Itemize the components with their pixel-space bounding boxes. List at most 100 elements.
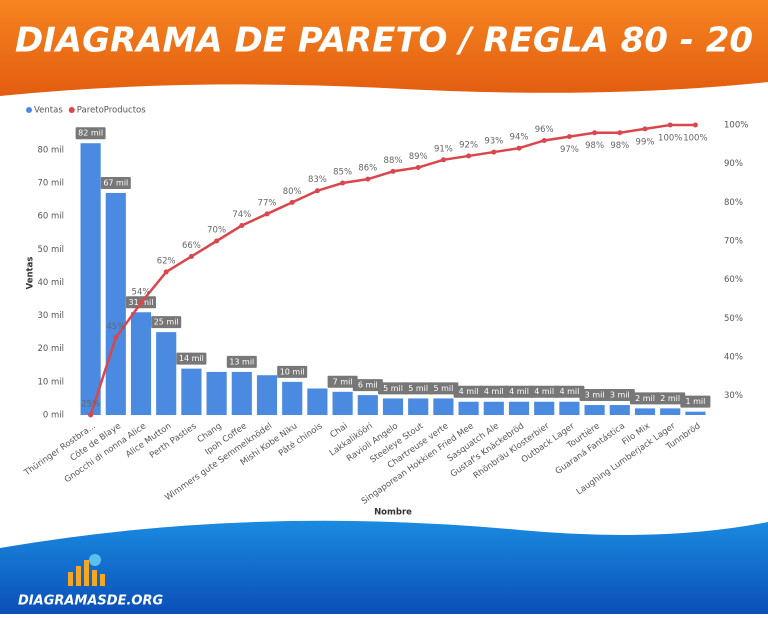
bar-data-label: 25 mil: [154, 318, 179, 327]
line-data-label: 100%: [683, 134, 707, 144]
y2-tick-label: 80%: [724, 198, 743, 208]
banner-title: DIAGRAMA DE PARETO / REGLA 80 - 20: [15, 21, 753, 61]
data-label-bg: [226, 355, 257, 368]
y2-tick-label: 70%: [724, 237, 743, 247]
bar-data-label: 1 mil: [685, 397, 705, 406]
y-tick-label: 50 mil: [37, 245, 64, 255]
legend-marker: [26, 107, 32, 113]
bar: [206, 371, 227, 415]
bar: [534, 401, 555, 415]
line-data-label: 93%: [484, 137, 503, 147]
bar: [231, 371, 252, 415]
data-label-bg: [327, 375, 358, 388]
pareto-point: [466, 153, 472, 159]
bar-data-label: 5 mil: [433, 384, 453, 393]
line-data-label: 45%: [106, 322, 125, 332]
bar: [332, 391, 353, 415]
bar: [181, 368, 202, 415]
data-label-bg: [277, 365, 308, 378]
bar: [584, 405, 605, 415]
pareto-point: [440, 157, 446, 163]
bar: [408, 398, 429, 415]
pareto-point: [692, 122, 698, 128]
line-data-label: 80%: [283, 187, 302, 197]
pareto-point: [491, 149, 497, 155]
bar-data-label: 10 mil: [280, 367, 305, 376]
logo: [68, 554, 105, 586]
bar: [483, 401, 504, 415]
pareto-point: [365, 176, 371, 182]
bar: [508, 401, 530, 415]
pareto-point: [617, 130, 623, 136]
data-label-bg: [504, 385, 534, 398]
data-label-bg: [529, 385, 560, 398]
line-data-label: 74%: [232, 210, 251, 220]
y-tick-label: 10 mil: [37, 377, 64, 387]
line-data-label: 85%: [333, 168, 352, 178]
legend-label: Ventas: [34, 106, 63, 116]
bar-data-label: 4 mil: [509, 387, 529, 396]
data-label-bg: [680, 395, 711, 408]
data-label-bg: [403, 382, 434, 395]
pareto-point: [566, 134, 572, 140]
pareto-point: [239, 223, 245, 229]
pareto-point: [415, 165, 421, 171]
bar-data-label: 7 mil: [333, 377, 353, 386]
data-label-bg: [453, 385, 484, 398]
line-data-label: 99%: [636, 137, 655, 147]
bar: [357, 395, 378, 415]
legend-label: ParetoProductos: [77, 106, 146, 116]
bar: [685, 411, 706, 415]
bar: [433, 398, 454, 415]
bar: [634, 408, 656, 415]
line-data-label: 77%: [258, 198, 277, 208]
bar: [609, 405, 630, 415]
pareto-point: [541, 137, 547, 143]
line-data-label: 62%: [157, 256, 176, 266]
bar-data-label: 13 mil: [229, 357, 254, 366]
bar-data-label: 4 mil: [534, 387, 554, 396]
data-label-bg: [554, 385, 585, 398]
y2-tick-label: 90%: [724, 159, 743, 169]
bar-data-label: 2 mil: [660, 394, 680, 403]
line-data-label: 89%: [409, 152, 428, 162]
line-data-label: 97%: [560, 145, 579, 155]
pareto-point: [163, 269, 169, 275]
data-label-bg: [75, 127, 106, 140]
bar-data-label: 14 mil: [179, 354, 204, 363]
bar-data-label: 5 mil: [408, 384, 428, 393]
footer-text: DIAGRAMASDE.ORG: [18, 594, 163, 609]
y2-tick-label: 50%: [724, 314, 743, 324]
pareto-point: [314, 188, 320, 194]
pareto-point: [390, 168, 396, 174]
pareto-point: [642, 126, 648, 132]
data-label-bg: [604, 389, 635, 402]
bar: [559, 401, 580, 415]
line-data-label: 70%: [207, 226, 226, 236]
bar-data-label: 3 mil: [585, 391, 605, 400]
data-label-bg: [151, 316, 182, 329]
footer: [0, 520, 768, 614]
bar: [282, 381, 303, 415]
line-data-label: 98%: [585, 141, 604, 151]
bar: [458, 401, 479, 415]
line-data-label: 94%: [510, 133, 529, 143]
y2-tick-label: 100%: [724, 121, 748, 131]
bar: [382, 398, 404, 415]
data-label-bg: [630, 392, 660, 405]
bar-data-label: 67 mil: [103, 178, 128, 187]
bar-data-label: 82 mil: [78, 129, 103, 138]
bar: [80, 143, 101, 415]
y-tick-label: 30 mil: [37, 311, 64, 321]
bar-data-label: 2 mil: [635, 394, 655, 403]
data-label-bg: [579, 389, 610, 402]
pareto-point: [113, 335, 119, 341]
legend-marker: [68, 107, 75, 113]
line-data-label: 91%: [434, 144, 453, 154]
data-label-bg: [176, 352, 207, 365]
bar: [256, 375, 278, 415]
line-data-label: 66%: [182, 241, 201, 251]
bar: [307, 388, 328, 415]
bar-data-label: 4 mil: [484, 387, 504, 396]
